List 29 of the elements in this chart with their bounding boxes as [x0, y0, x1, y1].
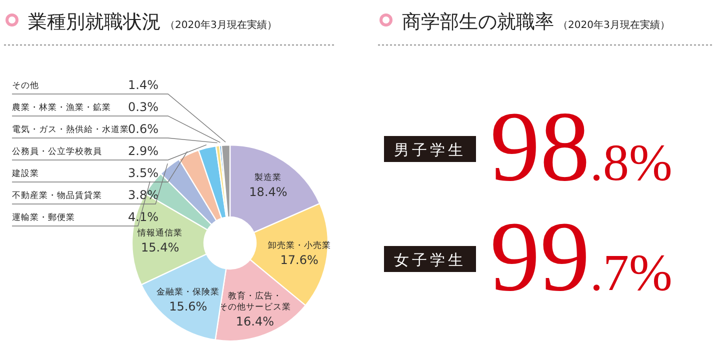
data-label: 17.6%: [280, 253, 318, 268]
slice-label: 情報通信業: [136, 227, 183, 238]
data-label: 0.6%: [128, 122, 158, 136]
data-label: 15.6%: [169, 300, 208, 314]
text: 98.8%: [490, 91, 672, 202]
text: 99.7%: [490, 201, 672, 312]
data-label: 18.4%: [249, 184, 288, 199]
slice-label: その他: [12, 80, 39, 91]
chart-subtitle: （2020年3月現在実績）: [165, 19, 277, 31]
data-label: 3.5%: [128, 166, 158, 180]
slice-label: 公務員・公立学校教員: [12, 146, 102, 157]
category-label: 男子学生: [394, 141, 466, 159]
slice-label: 農業・林業・漁業・鉱業: [12, 102, 111, 113]
text: 商学部生の就職率: [402, 11, 554, 33]
slice-label: 建設業: [11, 168, 39, 179]
data-label: 4.1%: [128, 210, 158, 224]
slice-label: 電気・ガス・熱供給・水道業: [12, 124, 129, 135]
slice-label: 金融業・保険業: [156, 286, 220, 298]
slice-label: 不動産業・物品賃貸業: [12, 190, 102, 201]
data-label: 1.4%: [128, 78, 158, 92]
data-label: 0.3%: [128, 100, 158, 114]
slice-label: 製造業: [254, 172, 282, 183]
data-label: 16.4%: [236, 314, 274, 328]
chart-title: 業種別就職状況: [28, 11, 161, 33]
text: （2020年3月現在実績）: [558, 19, 670, 31]
slice-label: 運輸業・郵便業: [12, 212, 75, 223]
data-label: 2.9%: [128, 144, 158, 158]
data-label: 15.4%: [141, 240, 180, 254]
category-label: 女子学生: [394, 251, 466, 269]
